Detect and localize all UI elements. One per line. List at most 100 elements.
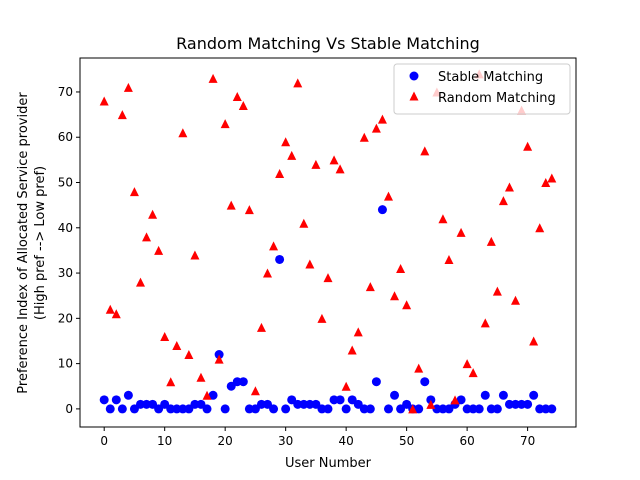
stable-point [523,399,533,409]
x-tick-label: 50 [399,434,414,448]
stable-point [414,404,424,414]
random-point [414,363,424,373]
random-point [220,119,230,129]
random-point [504,182,514,192]
random-point [111,309,121,319]
y-tick-label: 70 [58,85,73,99]
legend-label-stable: Stable Matching [438,70,543,85]
random-point [135,277,145,287]
stable-point [214,350,224,360]
random-point [142,232,152,242]
random-point [196,372,206,382]
random-point [311,159,321,169]
legend: Stable Matching Random Matching [393,63,571,115]
y-axis-label-line1: Preference Index of Allocated Service pr… [16,92,31,394]
stable-point [323,404,333,414]
random-point [390,291,400,301]
random-point [511,295,521,305]
random-point [486,236,496,246]
random-point [408,404,418,414]
x-axis-label: User Number [285,456,372,471]
y-tick-label: 20 [58,311,73,325]
stable-point [371,377,381,387]
random-point [365,282,375,292]
random-point [202,390,212,400]
random-point [117,110,127,120]
random-point [129,187,139,197]
random-point [377,114,387,124]
random-point [450,395,460,405]
stable-series [99,205,557,414]
random-point [317,313,327,323]
legend-label-random: Random Matching [438,91,556,106]
stable-point [492,404,502,414]
legend-marker-random [409,91,419,101]
stable-point [456,395,466,405]
random-point [123,82,133,92]
stable-point [275,254,285,264]
y-tick-label: 30 [58,266,73,280]
x-tick-label: 20 [218,434,233,448]
plot-frame [79,57,577,428]
random-series [99,69,557,414]
stable-point [105,404,115,414]
random-point [347,345,357,355]
random-point [148,209,158,219]
random-point [263,268,273,278]
legend-marker-stable [409,71,419,81]
random-point [383,191,393,201]
stable-point [117,404,127,414]
random-point [172,341,182,351]
random-point [293,78,303,88]
stable-point [238,377,248,387]
y-tick-label: 40 [58,221,73,235]
y-tick-label: 60 [58,130,73,144]
x-tick-label: 10 [157,434,172,448]
chart-title: Random Matching Vs Stable Matching [176,34,480,53]
random-point [420,146,430,156]
random-point [359,132,369,142]
random-point [275,168,285,178]
random-point [396,264,406,274]
stable-point [335,395,345,405]
random-point [456,227,466,237]
random-point [444,254,454,264]
stable-point [547,404,557,414]
random-point [541,178,551,188]
x-tick-label: 60 [459,434,474,448]
random-point [226,200,236,210]
stable-point [529,390,539,400]
random-point [371,123,381,133]
random-point [244,205,254,215]
random-point [535,223,545,233]
random-point [105,304,115,314]
random-point [190,250,200,260]
x-tick-label: 0 [100,434,108,448]
random-point [154,245,164,255]
stable-point [202,404,212,414]
random-point [523,141,533,151]
random-point [426,399,436,409]
stable-point [365,404,375,414]
random-point [438,214,448,224]
random-point [529,336,539,346]
random-point [341,381,351,391]
stable-point [420,377,430,387]
x-tick-label: 40 [339,434,354,448]
stable-point [426,395,436,405]
random-point [498,196,508,206]
random-point [299,218,309,228]
random-point [480,318,490,328]
random-point [250,386,260,396]
stable-point [341,404,351,414]
random-point [462,359,472,369]
y-axis-label-line2: (High pref --> Low pref) [33,166,48,320]
random-point [353,327,363,337]
y-axis: 0 10 20 30 40 50 60 70 [58,85,80,416]
stable-point [383,404,393,414]
random-point [281,137,291,147]
y-tick-label: 10 [58,357,73,371]
random-point [184,350,194,360]
stable-point [281,404,291,414]
